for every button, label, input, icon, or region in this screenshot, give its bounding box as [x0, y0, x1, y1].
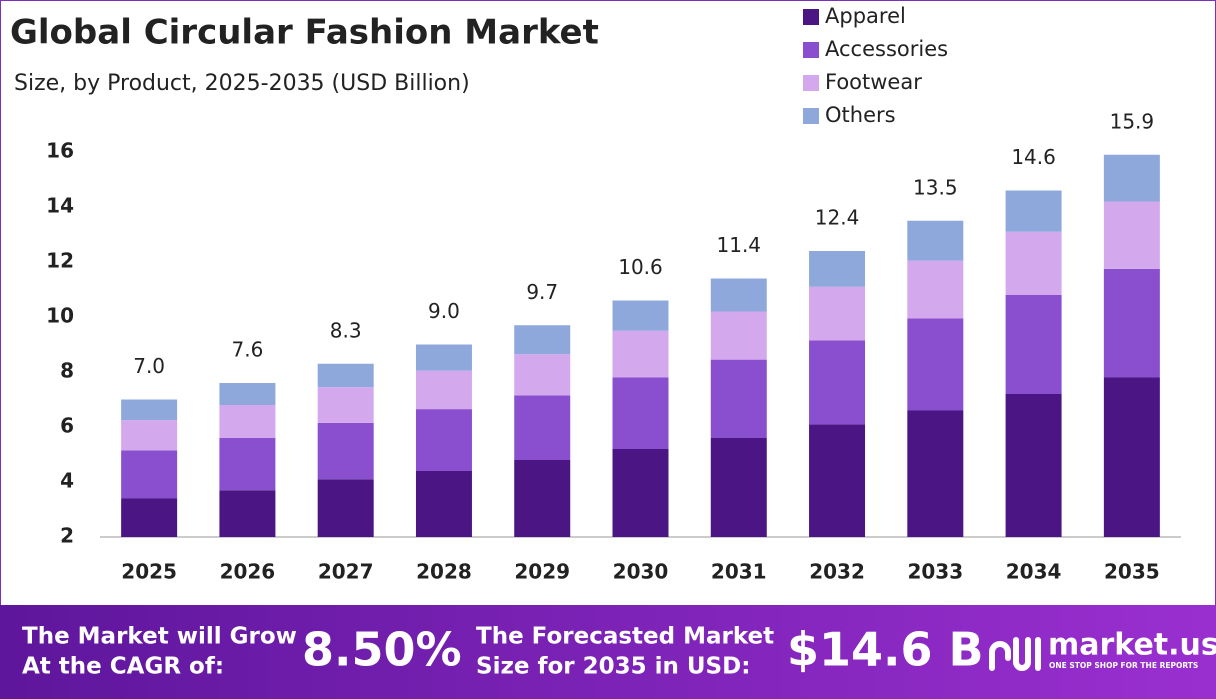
x-tick-label: 2033 [907, 560, 963, 584]
bar-segment [1103, 268, 1160, 378]
bar-segment [415, 370, 472, 410]
bar-segment [514, 395, 571, 460]
x-tick-label: 2032 [809, 560, 865, 584]
bar-segment [317, 387, 374, 423]
bar-segment [514, 460, 571, 537]
bar-segment [415, 409, 472, 471]
legend-label: Apparel [825, 4, 906, 28]
y-tick-label: 12 [46, 249, 74, 273]
bar-segment [1005, 295, 1062, 394]
bar-segment [710, 278, 767, 312]
total-label: 10.6 [618, 255, 663, 279]
total-label: 9.0 [428, 299, 460, 323]
legend-swatch [803, 108, 819, 124]
x-tick-label: 2030 [613, 560, 669, 584]
bar-segment [907, 410, 964, 537]
bar-segment [809, 424, 866, 537]
bar-segment [415, 471, 472, 537]
legend-swatch [803, 9, 819, 25]
legend-label: Accessories [825, 37, 948, 61]
bar-segment [219, 438, 276, 491]
bar-segment [121, 399, 178, 421]
y-tick-label: 16 [46, 139, 74, 163]
total-label: 13.5 [913, 175, 958, 199]
bar-segment [219, 490, 276, 537]
total-label: 14.6 [1011, 145, 1056, 169]
x-tick-label: 2029 [514, 560, 570, 584]
cagr-value: 8.50% [302, 623, 462, 677]
bar-segment [415, 344, 472, 371]
bar-segment [809, 340, 866, 425]
bar-segment [1005, 231, 1062, 295]
bar-segment [1005, 394, 1062, 537]
footer-banner [0, 605, 1216, 699]
total-label: 11.4 [717, 233, 762, 257]
cagr-text: At the CAGR of: [22, 654, 224, 680]
chart-subtitle: Size, by Product, 2025-2035 (USD Billion… [14, 71, 470, 96]
legend-swatch [803, 42, 819, 58]
x-tick-label: 2034 [1006, 560, 1062, 584]
y-tick-label: 8 [60, 359, 74, 383]
bar-segment [1005, 190, 1062, 232]
bar-segment [219, 383, 276, 405]
bar-segment [710, 311, 767, 360]
bar-segment [121, 420, 178, 451]
bar-segment [1103, 154, 1160, 202]
bar-segment [907, 220, 964, 261]
x-tick-label: 2025 [121, 560, 177, 584]
total-label: 9.7 [526, 280, 558, 304]
brand-name: market.us [1048, 628, 1216, 663]
total-label: 8.3 [330, 318, 362, 342]
bar-segment [514, 354, 571, 396]
x-tick-label: 2031 [711, 560, 767, 584]
chart-title: Global Circular Fashion Market [10, 13, 599, 53]
bar-segment [907, 318, 964, 411]
y-tick-label: 14 [46, 194, 74, 218]
y-tick-label: 4 [60, 469, 74, 493]
legend-label: Others [825, 103, 896, 127]
x-tick-label: 2027 [318, 560, 374, 584]
forecast-text: Size for 2035 in USD: [476, 654, 750, 680]
total-label: 7.6 [232, 338, 264, 362]
bar-segment [317, 422, 374, 480]
bar-segment [1103, 201, 1160, 269]
total-label: 7.0 [133, 354, 165, 378]
bar-segment [612, 449, 669, 537]
forecast-text: The Forecasted Market [476, 624, 774, 650]
bar-segment [809, 286, 866, 341]
bar-segment [121, 498, 178, 537]
total-label: 12.4 [815, 206, 860, 230]
bar-segment [809, 251, 866, 287]
y-tick-label: 10 [46, 304, 74, 328]
x-tick-label: 2035 [1104, 560, 1160, 584]
bar-segment [710, 359, 767, 438]
cagr-text: The Market will Grow [22, 624, 297, 650]
bar-segment [1103, 377, 1160, 537]
bar-segment [219, 405, 276, 438]
brand-logo [989, 637, 1041, 671]
legend-swatch [803, 75, 819, 91]
bar-segment [317, 479, 374, 537]
x-tick-label: 2026 [220, 560, 276, 584]
y-tick-label: 2 [60, 524, 74, 548]
brand-tagline: ONE STOP SHOP FOR THE REPORTS [1049, 661, 1198, 670]
bar-segment [514, 325, 571, 355]
bar-segment [612, 330, 669, 378]
forecast-value: $14.6 B [787, 623, 984, 677]
legend-label: Footwear [825, 70, 922, 94]
bar-segment [612, 300, 669, 331]
x-tick-label: 2028 [416, 560, 472, 584]
bar-segment [317, 363, 374, 388]
total-label: 15.9 [1110, 109, 1155, 133]
bar-segment [907, 260, 964, 319]
bar-segment [121, 450, 178, 499]
y-tick-label: 6 [60, 414, 74, 438]
bar-segment [710, 438, 767, 537]
bar-segment [612, 377, 669, 449]
